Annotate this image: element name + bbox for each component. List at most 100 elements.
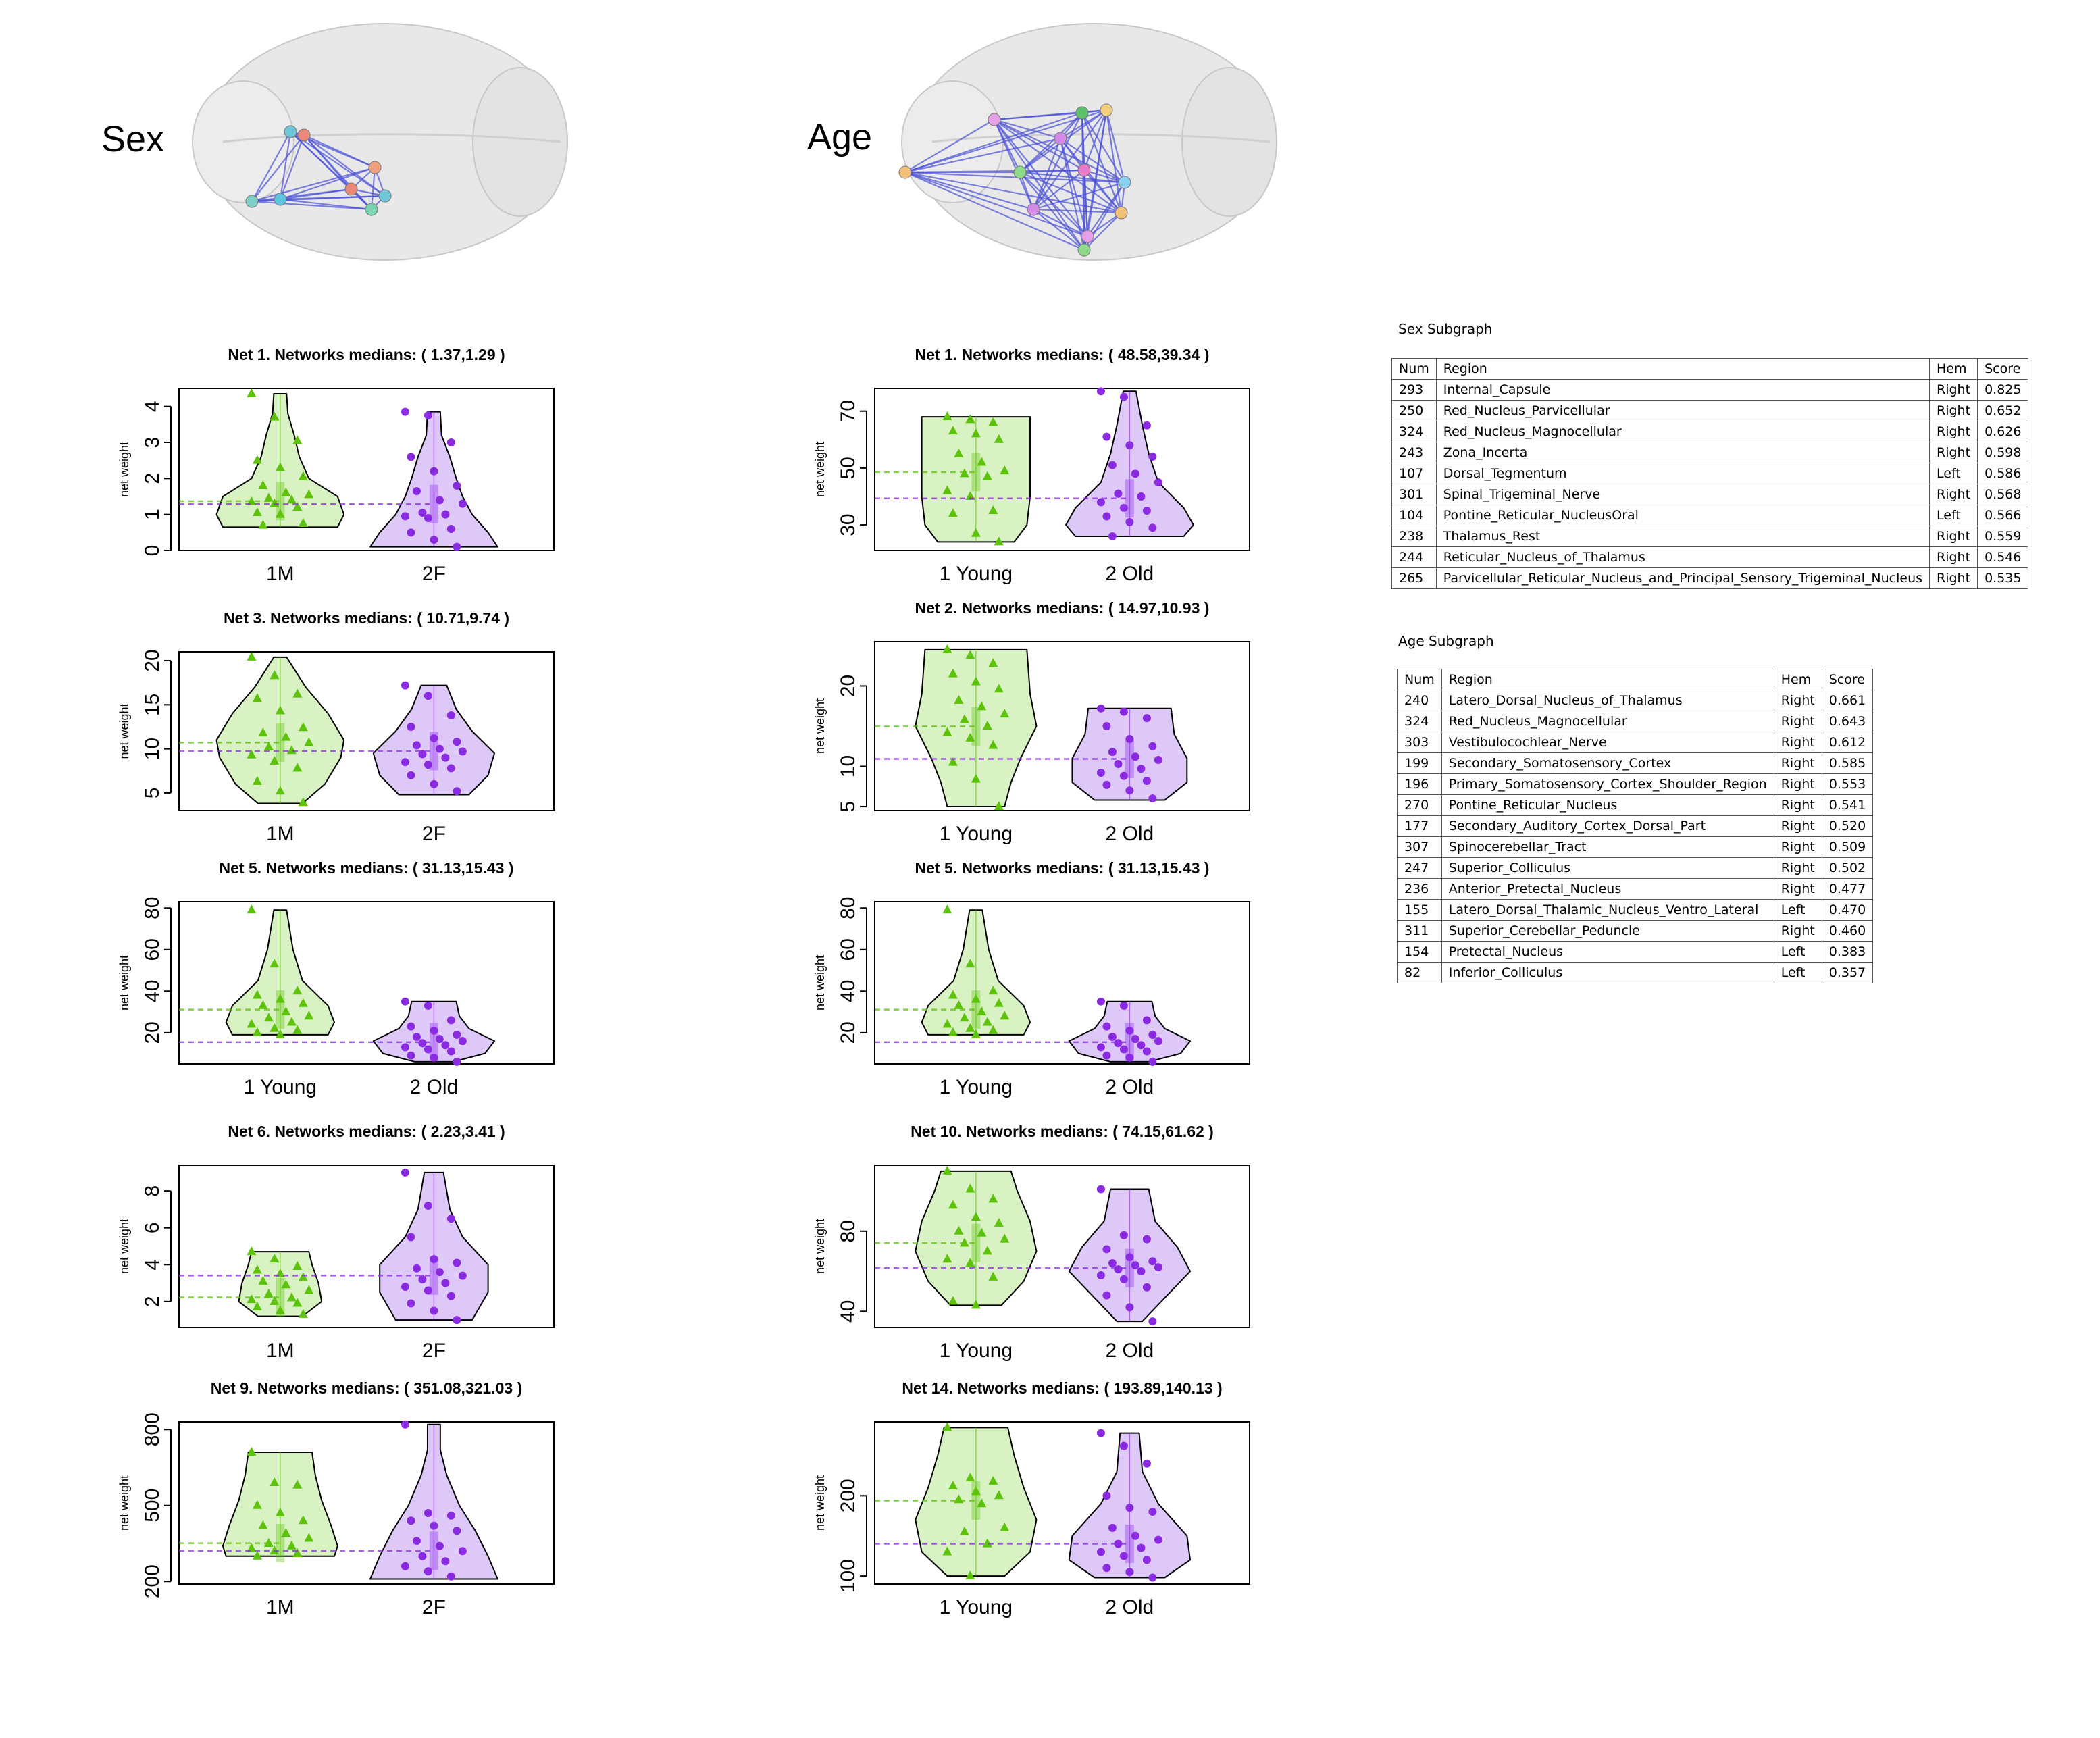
network-edge [904, 109, 1107, 174]
data-point [1148, 1257, 1157, 1266]
y-tick-label: 5 [141, 788, 163, 799]
data-point [942, 1019, 952, 1028]
table-cell: Left [1773, 941, 1822, 963]
table-cell: Internal_Capsule [1435, 379, 1930, 401]
data-point [407, 722, 415, 731]
data-point [959, 468, 969, 478]
table-header-cell: Hem [1929, 358, 1978, 380]
data-point [1102, 1491, 1111, 1500]
data-point [965, 1023, 975, 1032]
age-subgraph-title: Age Subgraph [1398, 633, 1494, 649]
y-tick-label: 4 [141, 1259, 163, 1271]
data-point [1142, 1047, 1151, 1056]
table-cell: Pretectal_Nucleus [1441, 941, 1774, 963]
data-point [965, 959, 975, 968]
data-point [1131, 1035, 1139, 1044]
table-cell: 0.477 [1821, 878, 1874, 900]
table-cell: 104 [1391, 505, 1437, 526]
data-point [1102, 1291, 1111, 1300]
table-cell: Right [1773, 920, 1822, 942]
network-edge [904, 171, 1088, 238]
data-point [1131, 1531, 1139, 1540]
network-edge [1033, 209, 1088, 237]
table-cell: Right [1929, 546, 1978, 568]
data-point [441, 1279, 450, 1287]
data-point [1096, 704, 1105, 713]
brain-label-sex: Sex [101, 119, 165, 159]
network-edge [280, 198, 372, 211]
data-point [1148, 794, 1157, 803]
table-cell: 196 [1397, 773, 1442, 795]
data-point [959, 1526, 969, 1535]
table-cell: Parvicellular_Reticular_Nucleus_and_Prin… [1435, 567, 1930, 589]
data-point [971, 1300, 981, 1309]
data-point [298, 471, 308, 480]
data-point [458, 1271, 467, 1280]
brain-label-age: Age [807, 117, 873, 157]
data-point [430, 536, 438, 544]
table-row: 324 Red_Nucleus_Magnocellular Right 0.643 [1397, 711, 1874, 732]
brain-age-image [898, 23, 1277, 261]
network-edge [994, 119, 1085, 251]
table-cell: 0.541 [1821, 794, 1874, 816]
data-point [1142, 1016, 1151, 1025]
x-tick-label: 1M [266, 563, 294, 585]
table-cell: Left [1773, 899, 1822, 921]
table-cell: Secondary_Auditory_Cortex_Dorsal_Part [1441, 815, 1774, 837]
table-row: 311 Superior_Cerebellar_Peduncle Right 0.46… [1397, 920, 1874, 942]
data-point [1096, 1043, 1105, 1052]
data-point [430, 1026, 438, 1035]
data-point [1125, 1053, 1134, 1062]
data-point [948, 1200, 958, 1209]
data-point [1114, 1265, 1123, 1274]
data-point [1125, 735, 1134, 744]
table-cell: Spinocerebellar_Tract [1441, 836, 1774, 858]
y-axis-label: net weight [813, 1475, 827, 1531]
y-tick-label: 20 [141, 1021, 163, 1044]
data-point [281, 732, 291, 741]
data-point [435, 496, 444, 505]
data-point [275, 1305, 285, 1314]
table-row: 324 Red_Nucleus_Magnocellular Right 0.626 [1391, 421, 2029, 442]
data-point [424, 1567, 432, 1576]
data-point [247, 1019, 257, 1028]
plot-frame [178, 651, 555, 811]
y-tick-label: 50 [837, 457, 859, 479]
table-cell: Right [1773, 752, 1822, 774]
network-edge [303, 134, 376, 169]
data-point [1102, 1051, 1111, 1060]
table-row: 250 Red_Nucleus_Parvicellular Right 0.652 [1391, 400, 2029, 421]
data-point [959, 1237, 969, 1247]
data-point [412, 1033, 421, 1041]
network-node [1027, 203, 1040, 216]
data-point [292, 1025, 303, 1034]
data-point [418, 750, 427, 759]
data-point [252, 1550, 262, 1560]
table-cell: Right [1773, 794, 1822, 816]
network-edge [1032, 138, 1062, 210]
data-point [430, 1053, 438, 1062]
data-point [441, 753, 450, 762]
table-row: 104 Pontine_Reticular_NucleusOral Left 0.56… [1391, 505, 2029, 526]
data-point [1125, 517, 1134, 526]
y-tick-label: 40 [837, 980, 859, 1002]
data-point [407, 1233, 415, 1242]
data-point [971, 994, 981, 1003]
table-cell: Reticular_Nucleus_of_Thalamus [1435, 546, 1930, 568]
data-point [1119, 1045, 1128, 1054]
network-edge [1019, 172, 1085, 251]
network-edge [994, 119, 1125, 183]
table-cell: Right [1773, 711, 1822, 732]
network-edge [904, 119, 995, 173]
y-tick-label: 8 [141, 1185, 163, 1197]
data-point [424, 1286, 432, 1295]
data-point [252, 775, 262, 785]
data-point [982, 721, 992, 730]
data-point [1119, 1231, 1128, 1239]
chart-title: Net 1. Networks medians: ( 1.37,1.29 ) [228, 346, 505, 363]
data-point [1119, 503, 1128, 512]
y-tick-label: 500 [141, 1489, 163, 1523]
table-cell: 0.460 [1821, 920, 1874, 942]
network-edge [279, 131, 292, 200]
table-cell: Right [1773, 836, 1822, 858]
